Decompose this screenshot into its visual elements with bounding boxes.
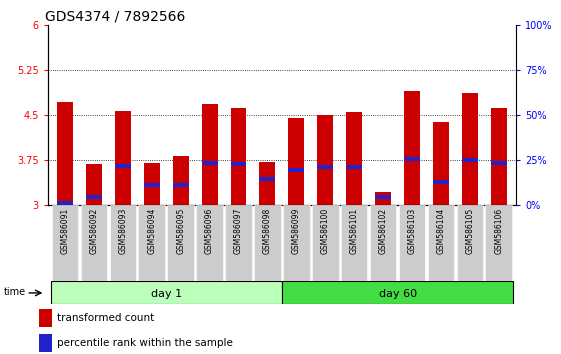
Bar [282,281,513,304]
Text: GSM586101: GSM586101 [350,207,358,254]
Bar [260,162,275,205]
Text: GSM586105: GSM586105 [466,207,475,254]
Text: GSM586092: GSM586092 [89,207,98,254]
Bar [144,163,160,205]
Text: GSM586099: GSM586099 [292,207,301,254]
Bar [375,195,391,199]
Bar [375,192,391,205]
Text: GSM586100: GSM586100 [321,207,330,254]
Bar [404,91,420,205]
Bar [254,205,280,281]
Bar [231,162,246,166]
Bar [86,164,102,205]
Text: GSM586093: GSM586093 [118,207,127,254]
Bar [318,115,333,205]
Bar [115,164,131,168]
Text: GSM586102: GSM586102 [379,207,388,254]
Bar [50,281,282,304]
Bar [57,201,73,205]
Bar [196,205,223,281]
Text: GDS4374 / 7892566: GDS4374 / 7892566 [45,10,186,24]
Bar [427,205,454,281]
Text: transformed count: transformed count [57,313,154,323]
Bar [485,205,512,281]
Bar [39,334,52,352]
Bar [288,168,304,172]
Bar [231,108,246,205]
Text: GSM586096: GSM586096 [205,207,214,254]
Text: GSM586094: GSM586094 [148,207,157,254]
Bar [462,93,478,205]
Bar [312,205,339,281]
Text: GSM586104: GSM586104 [436,207,445,254]
Bar [173,183,188,187]
Bar [52,205,79,281]
Bar [341,205,367,281]
Bar [109,205,136,281]
Bar [39,309,52,327]
Bar [318,165,333,169]
Bar [462,158,478,162]
Bar [283,205,310,281]
Bar [433,122,449,205]
Text: day 60: day 60 [379,289,417,299]
Bar [86,195,102,199]
Bar [167,205,194,281]
Bar [57,102,73,205]
Bar [399,205,425,281]
Text: GSM586103: GSM586103 [407,207,416,254]
Bar [201,161,218,165]
Bar [144,183,160,187]
Bar [346,165,362,169]
Text: day 1: day 1 [151,289,182,299]
Bar [81,205,107,281]
Bar [139,205,165,281]
Bar [346,112,362,205]
Bar [370,205,397,281]
Bar [260,177,275,181]
Bar [491,108,507,205]
Bar [173,156,188,205]
Bar [433,180,449,184]
Bar [457,205,483,281]
Bar [404,158,420,161]
Bar [288,118,304,205]
Text: GSM586091: GSM586091 [61,207,70,254]
Bar [225,205,252,281]
Bar [491,161,507,165]
Text: time: time [4,287,26,297]
Text: GSM586097: GSM586097 [234,207,243,254]
Text: GSM586095: GSM586095 [176,207,185,254]
Bar [201,104,218,205]
Text: GSM586106: GSM586106 [494,207,503,254]
Text: GSM586098: GSM586098 [263,207,272,254]
Text: percentile rank within the sample: percentile rank within the sample [57,338,233,348]
Bar [115,111,131,205]
